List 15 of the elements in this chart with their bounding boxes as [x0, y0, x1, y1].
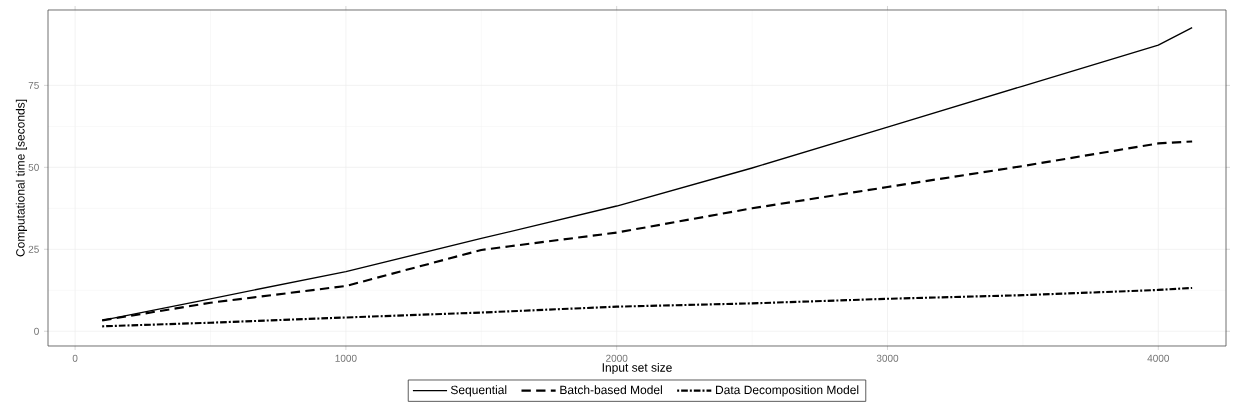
y-tick-label: 75 [28, 81, 39, 89]
y-tick-label: 0 [34, 327, 39, 335]
x-tick-label: 3000 [876, 354, 899, 362]
x-tick-label: 2000 [606, 354, 628, 362]
x-axis-title: Input set size [602, 362, 672, 375]
legend-label: Sequential [450, 385, 507, 397]
y-axis-title: Computational time [seconds] [15, 99, 28, 257]
x-tick-label: 0 [72, 354, 78, 362]
legend-label: Data Decomposition Model [716, 385, 859, 397]
legend-label: Batch-based Model [560, 385, 662, 395]
x-tick-label: 1000 [335, 354, 357, 362]
x-tick-label: 4000 [1147, 354, 1170, 362]
line-series [101, 286, 1194, 328]
y-tick-label: 25 [28, 245, 39, 253]
y-tick-label: 50 [28, 163, 39, 171]
